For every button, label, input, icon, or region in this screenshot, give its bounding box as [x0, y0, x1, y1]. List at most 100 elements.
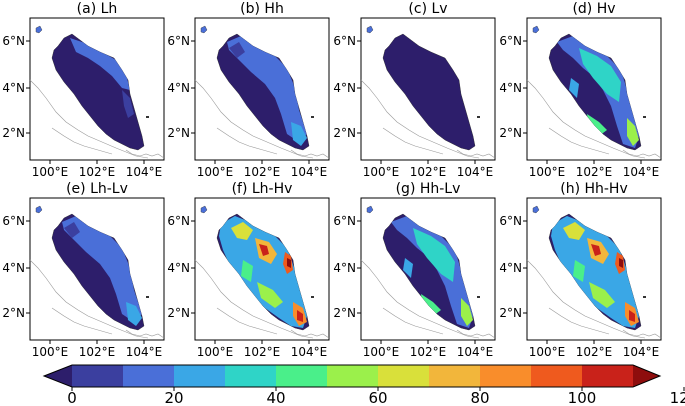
contour-layer [551, 216, 639, 328]
islet [311, 296, 314, 298]
colorbar-tick-label: 0 [67, 389, 77, 406]
contour-fill [569, 78, 579, 98]
panel-title: (c) Lv [408, 1, 447, 17]
x-tick-label: 104°E [623, 165, 660, 179]
colorbar-tick-label: 120 [670, 389, 685, 406]
panel-title: (a) Lh [77, 1, 118, 17]
y-tick-label: 2°N [2, 126, 25, 140]
coastline [51, 127, 113, 155]
coastline [216, 307, 278, 335]
contour-fill [227, 36, 307, 142]
island [366, 25, 374, 34]
contour-fill [257, 282, 283, 308]
x-tick-label: 102°E [576, 165, 613, 179]
island [35, 25, 43, 34]
contour-fill [563, 222, 585, 240]
panel-title: (d) Hv [572, 1, 615, 17]
contour-fill [421, 294, 441, 316]
colorbar-swatch [225, 365, 277, 387]
contour-fill [297, 310, 303, 322]
y-tick-label: 2°N [499, 306, 522, 320]
peninsula-region [382, 33, 476, 151]
x-tick-label: 102°E [576, 345, 613, 359]
panel-title: (f) Lh-Hv [232, 181, 293, 197]
y-tick-label: 2°N [333, 126, 356, 140]
x-tick-label: 104°E [623, 345, 660, 359]
x-tick-label: 104°E [457, 345, 494, 359]
coastline [290, 149, 330, 159]
island [532, 205, 540, 214]
y-tick-label: 2°N [167, 126, 190, 140]
x-tick-label: 102°E [79, 165, 116, 179]
coastline [622, 329, 662, 339]
coastline [360, 79, 480, 159]
y-tick-label: 6°N [2, 214, 25, 228]
contour-fill [229, 42, 245, 58]
contour-fill [591, 244, 601, 256]
coastline [360, 259, 480, 339]
colorbar-swatch [327, 365, 379, 387]
map-panel: (a) Lh 100°E 102°E 104°E 6°N 4°N 2°N [2, 1, 165, 179]
coastline [622, 149, 662, 159]
coastline [382, 307, 444, 335]
coastline [194, 259, 314, 339]
colorbar-swatch [582, 365, 634, 387]
map-panel: (c) Lv 100°E 102°E 104°E 6°N 4°N 2°N [333, 1, 496, 179]
contour-layer [70, 38, 134, 118]
coastline [125, 149, 165, 159]
map-panel: (f) Lh-Hv 100°E 102°E 104°E 6°N 4°N 2°N [167, 181, 330, 359]
coastline [456, 329, 496, 339]
coastline [290, 329, 330, 339]
y-tick-label: 6°N [333, 214, 356, 228]
y-tick-label: 4°N [499, 81, 522, 95]
panel-title: (e) Lh-Lv [66, 181, 128, 197]
colorbar-swatch [174, 365, 226, 387]
x-tick-label: 102°E [244, 345, 281, 359]
y-tick-label: 2°N [167, 306, 190, 320]
x-tick-label: 100°E [197, 345, 234, 359]
y-tick-label: 4°N [499, 261, 522, 275]
contour-fill [122, 90, 134, 118]
islet [643, 296, 646, 298]
x-tick-label: 100°E [529, 165, 566, 179]
coastline [526, 259, 646, 339]
panel-title: (h) Hh-Hv [560, 181, 628, 197]
map-panel: (b) Hh 100°E 102°E 104°E 6°N 4°N 2°N [167, 1, 330, 179]
island [200, 25, 208, 34]
map-panel: (d) Hv 100°E 102°E 104°E 6°N 4°N 2°N [499, 1, 662, 179]
colorbar-tick-label: 60 [368, 389, 387, 406]
x-tick-label: 100°E [363, 345, 400, 359]
islet [146, 296, 149, 298]
contour-fill [391, 216, 473, 328]
contour-fill [403, 258, 413, 278]
contour-fill [627, 118, 639, 146]
coastline [51, 307, 113, 335]
contour-fill [589, 282, 615, 308]
y-tick-label: 4°N [2, 261, 25, 275]
x-tick-label: 100°E [363, 165, 400, 179]
colorbar: 020406080100120140 [42, 364, 685, 406]
y-tick-label: 2°N [2, 306, 25, 320]
y-tick-label: 6°N [333, 34, 356, 48]
x-tick-label: 100°E [32, 165, 69, 179]
x-tick-label: 102°E [79, 345, 116, 359]
map-panel: (g) Hh-Lv 100°E 102°E 104°E 6°N 4°N 2°N [333, 181, 496, 359]
y-tick-label: 2°N [333, 306, 356, 320]
y-tick-label: 6°N [499, 34, 522, 48]
contour-fill [126, 302, 142, 326]
islet [477, 296, 480, 298]
island [532, 25, 540, 34]
y-tick-label: 4°N [2, 81, 25, 95]
x-tick-label: 100°E [197, 165, 234, 179]
panel-title: (g) Hh-Lv [396, 181, 461, 197]
map-panel: (h) Hh-Hv 100°E 102°E 104°E 6°N 4°N 2°N [499, 181, 662, 359]
islet [311, 116, 314, 118]
colorbar-swatch [123, 365, 175, 387]
coastline [382, 127, 444, 155]
colorbar-tick-label: 40 [266, 389, 285, 406]
colorbar-tick-label: 80 [470, 389, 489, 406]
contour-fill [579, 48, 621, 102]
contour-fill [573, 260, 585, 282]
y-tick-label: 6°N [167, 34, 190, 48]
